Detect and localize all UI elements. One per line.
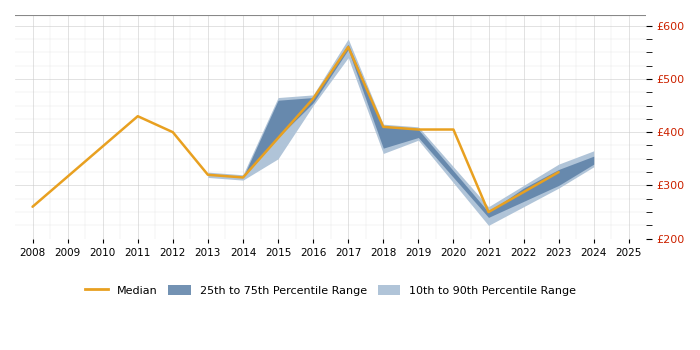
Legend: Median, 25th to 75th Percentile Range, 10th to 90th Percentile Range: Median, 25th to 75th Percentile Range, 1…	[81, 281, 580, 300]
